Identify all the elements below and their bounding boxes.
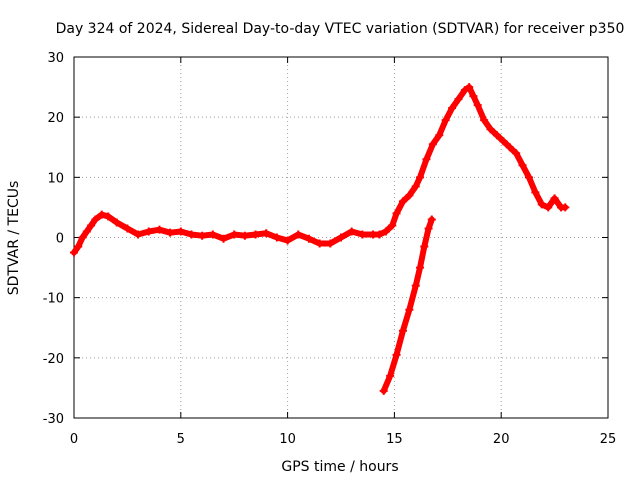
data-point-marker [465, 83, 474, 92]
chart-title: Day 324 of 2024, Sidereal Day-to-day VTE… [56, 21, 625, 37]
data-point-marker [230, 230, 239, 239]
data-point-marker [473, 101, 482, 110]
data-point-marker [283, 236, 292, 245]
data-point-marker [240, 231, 249, 240]
y-tick-label: 30 [47, 51, 64, 66]
data-point-marker [550, 194, 559, 203]
data-series [70, 83, 570, 395]
data-point-marker [304, 234, 313, 243]
y-tick-label: 20 [47, 111, 64, 126]
data-point-marker [91, 215, 100, 224]
y-tick-label: 0 [56, 232, 64, 247]
data-point-marker [460, 86, 469, 95]
data-point-marker [379, 386, 388, 395]
data-point-marker [87, 221, 96, 230]
data-point-marker [294, 230, 303, 239]
data-point-marker [375, 230, 384, 239]
data-point-marker [505, 143, 514, 152]
data-point-marker [155, 225, 164, 234]
y-tick-label: -30 [43, 412, 64, 427]
data-point-marker [198, 231, 207, 240]
data-point-marker [386, 371, 395, 380]
data-point-marker [405, 191, 414, 200]
data-point-marker [70, 248, 78, 257]
y-axis-label: SDTVAR / TECUs [6, 181, 22, 296]
data-point-marker [544, 203, 553, 212]
data-point-marker [512, 149, 521, 158]
data-point-marker [123, 224, 132, 233]
data-point-marker [524, 173, 533, 182]
data-point-marker [219, 234, 228, 243]
data-point-marker [104, 212, 113, 221]
data-point-marker [381, 227, 390, 236]
data-point-marker [405, 305, 414, 314]
data-point-marker [499, 137, 508, 146]
data-point-marker [326, 239, 335, 248]
data-point-marker [492, 131, 501, 140]
data-point-marker [251, 230, 260, 239]
axis-ticks: 0 5 10 15 20 25 -30 -20 -10 0 10 20 30 [43, 51, 617, 447]
data-point-marker [420, 242, 429, 251]
data-point-marker [531, 188, 540, 197]
x-axis-label: GPS time / hours [281, 459, 398, 475]
data-point-marker [358, 230, 367, 239]
data-point-marker [315, 239, 324, 248]
series-band [380, 216, 435, 394]
data-point-marker [166, 228, 175, 237]
data-point-marker [398, 326, 407, 335]
data-point-marker [469, 92, 478, 101]
data-point-marker [392, 209, 401, 218]
data-point-marker [454, 95, 463, 104]
x-tick-label: 0 [70, 432, 78, 447]
data-point-marker [416, 263, 425, 272]
data-point-marker [427, 215, 436, 224]
data-point-marker [398, 197, 407, 206]
data-point-marker [144, 227, 153, 236]
data-point-marker [262, 229, 271, 238]
data-point-marker [518, 161, 527, 170]
x-tick-label: 20 [493, 432, 510, 447]
data-point-marker [176, 227, 185, 236]
data-point-marker [82, 227, 91, 236]
data-point-marker [208, 230, 217, 239]
data-point-marker [347, 227, 356, 236]
data-point-marker [411, 182, 420, 191]
data-point-marker [97, 210, 106, 219]
data-point-marker [112, 218, 121, 227]
x-tick-label: 25 [600, 432, 617, 447]
series-main-track [70, 83, 570, 257]
data-point-marker [441, 116, 450, 125]
x-tick-label: 5 [177, 432, 185, 447]
data-point-marker [486, 125, 495, 134]
data-point-marker [422, 155, 431, 164]
x-tick-label: 10 [279, 432, 296, 447]
data-point-marker [537, 200, 546, 209]
data-point-marker [187, 230, 196, 239]
data-point-marker [74, 242, 83, 251]
y-tick-label: -10 [43, 292, 64, 307]
data-point-marker [480, 116, 489, 125]
data-point-marker [424, 224, 433, 233]
data-point-marker [134, 230, 143, 239]
data-point-marker [78, 233, 87, 242]
series-secondary-track [379, 215, 436, 395]
data-point-marker [561, 203, 570, 212]
data-point-marker [435, 131, 444, 140]
x-tick-label: 15 [386, 432, 403, 447]
data-point-marker [448, 104, 457, 113]
data-point-marker [392, 350, 401, 359]
data-point-marker [272, 233, 281, 242]
y-tick-label: 10 [47, 171, 64, 186]
data-point-marker [411, 281, 420, 290]
data-point-marker [337, 233, 345, 242]
data-point-marker [416, 173, 425, 182]
data-point-marker [428, 140, 437, 149]
data-point-marker [388, 221, 397, 230]
y-tick-label: -20 [43, 352, 64, 367]
